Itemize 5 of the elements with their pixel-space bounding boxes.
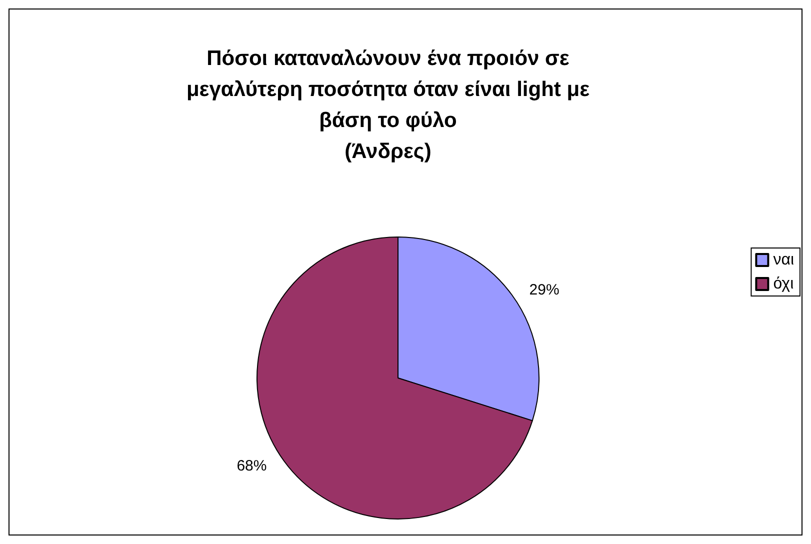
legend-label: ναι (773, 252, 794, 268)
legend-label: όχι (773, 276, 794, 292)
data-label: 29% (529, 282, 560, 299)
chart-title: Πόσοι καταναλώνουν ένα προιόν σε μεγαλύτερη ποσότητα όταν είναι light με βάση το φύλο (Άνδρες) (186, 47, 590, 163)
data-label: 68% (236, 457, 267, 474)
